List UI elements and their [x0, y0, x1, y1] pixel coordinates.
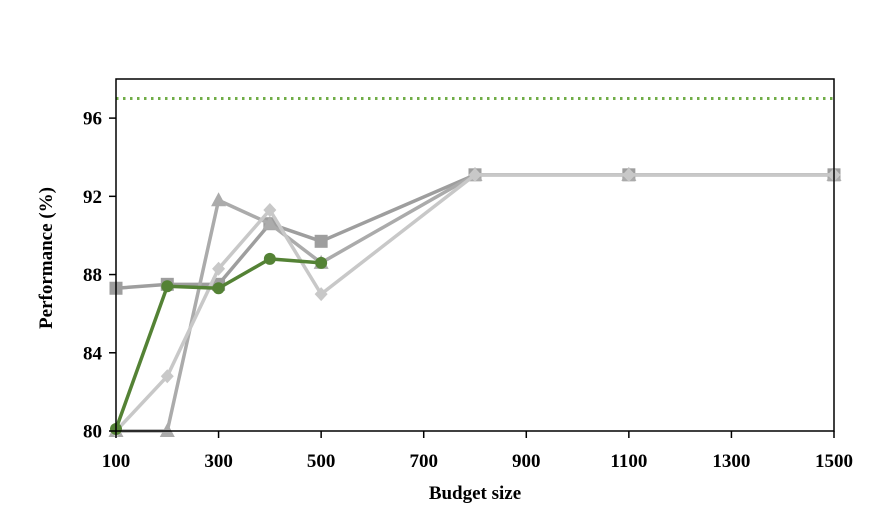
data-point-diamond — [263, 203, 277, 218]
y-axis-title: Performance (%) — [36, 187, 57, 329]
x-tick-label: 300 — [204, 451, 233, 472]
y-tick-label: 88 — [83, 265, 102, 286]
data-point-triangle — [159, 423, 175, 437]
series-line-diamond — [114, 173, 836, 433]
data-point-square — [314, 234, 328, 248]
x-tick-label: 900 — [512, 451, 541, 472]
data-point-circle — [161, 280, 174, 293]
y-tick-label: 96 — [83, 109, 102, 130]
data-point-triangle — [211, 192, 227, 207]
y-tick-label: 80 — [83, 422, 102, 443]
data-point-diamond — [468, 167, 482, 182]
data-point-triangle — [262, 215, 278, 230]
data-point-circle — [315, 256, 328, 269]
data-point-diamond — [212, 261, 226, 276]
x-axis-title: Budget size — [429, 483, 521, 504]
x-tick-label: 1100 — [610, 451, 647, 472]
series-line-triangle — [114, 173, 836, 433]
data-point-diamond — [160, 369, 174, 384]
plot-layer — [108, 97, 842, 438]
x-tick-label: 100 — [102, 451, 131, 472]
y-tick-label: 92 — [83, 187, 102, 208]
y-tick-label: 84 — [83, 343, 103, 364]
x-tick-label: 700 — [409, 451, 438, 472]
data-point-circle — [263, 252, 276, 265]
data-point-diamond — [314, 287, 328, 302]
data-point-diamond — [622, 167, 636, 182]
axis-layer: 80 84 88 92 96 100 300 500 700 900 1100 1300 1500 — [83, 78, 853, 472]
plot-frame — [115, 78, 835, 432]
x-tick-label: 1500 — [815, 451, 853, 472]
x-tick-label: 1300 — [712, 451, 750, 472]
x-tick-label: 500 — [307, 451, 336, 472]
series-line-square — [114, 173, 836, 290]
data-point-circle — [212, 282, 225, 295]
